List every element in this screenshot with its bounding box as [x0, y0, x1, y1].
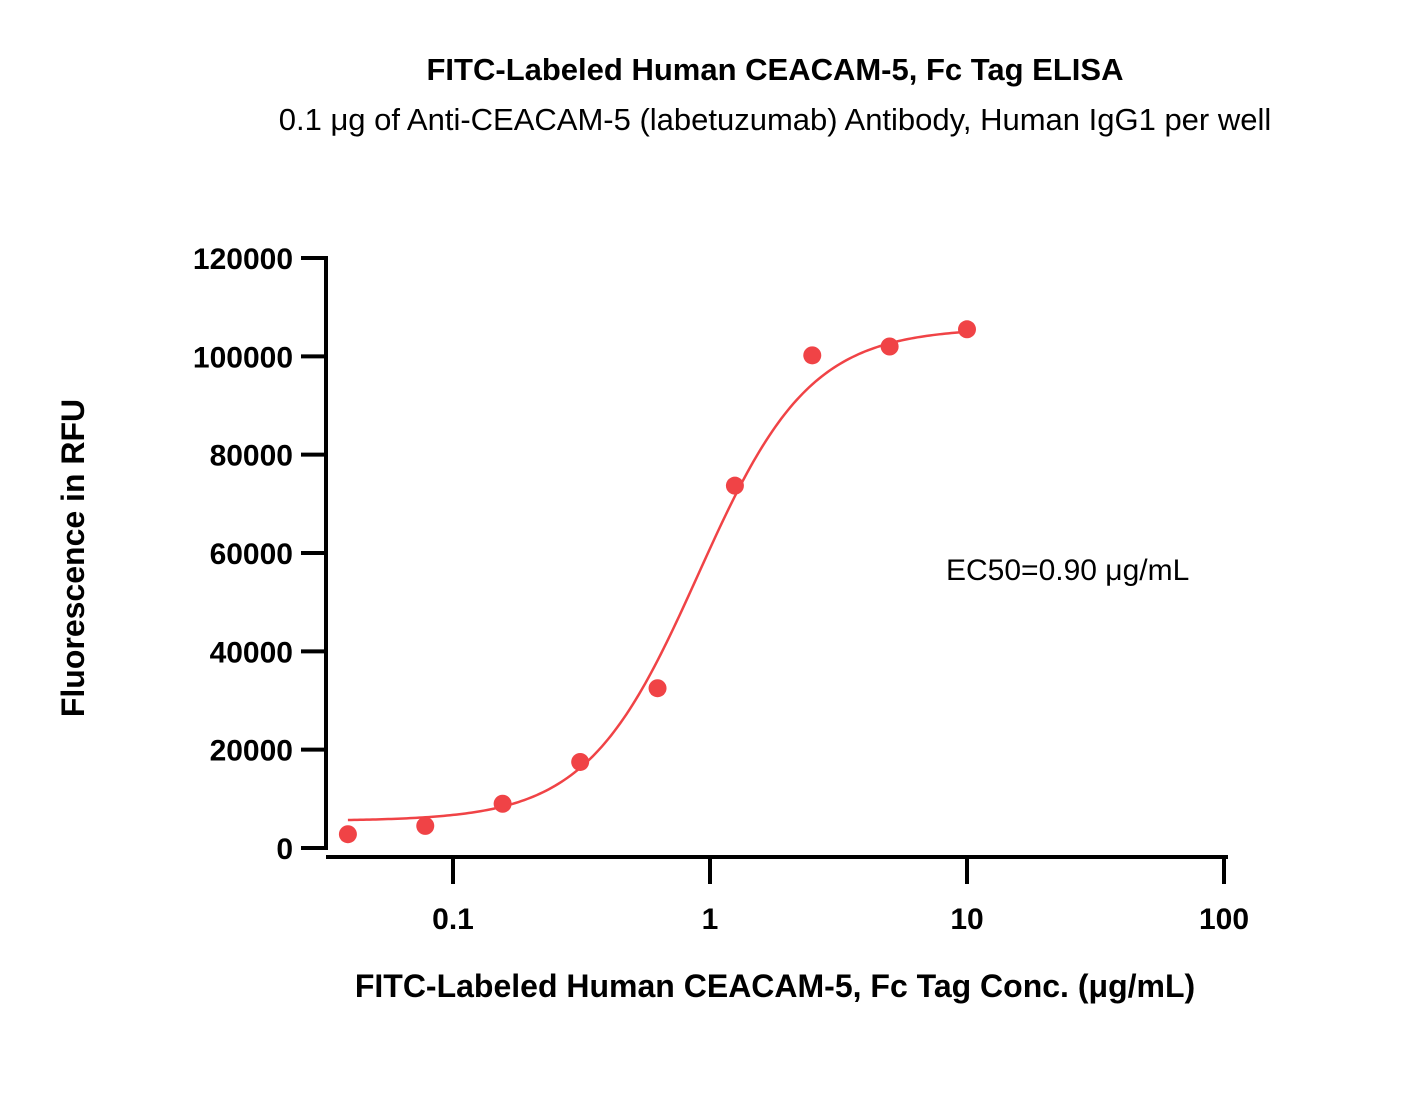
x-axis-label: FITC-Labeled Human CEACAM-5, Fc Tag Conc… — [355, 968, 1195, 1004]
chart-title: FITC-Labeled Human CEACAM-5, Fc Tag ELIS… — [427, 52, 1124, 87]
x-axis: 0.1 1 10 100 — [326, 855, 1249, 936]
data-point — [416, 816, 435, 835]
data-point — [571, 752, 590, 771]
y-tick-label: 0 — [276, 833, 293, 866]
y-tick-label: 120000 — [193, 243, 293, 276]
x-tick-label: 100 — [1199, 903, 1249, 936]
data-point — [493, 794, 512, 813]
data-point — [725, 476, 744, 495]
x-tick-label: 10 — [950, 903, 983, 936]
y-tick-label: 60000 — [210, 538, 293, 571]
data-point — [648, 679, 667, 698]
x-tick-label: 1 — [702, 903, 719, 936]
fit-curve — [347, 330, 968, 822]
x-tick-label: 0.1 — [432, 903, 474, 936]
chart-subtitle: 0.1 μg of Anti-CEACAM-5 (labetuzumab) An… — [279, 102, 1272, 137]
ec50-annotation: EC50=0.90 μg/mL — [946, 554, 1189, 587]
y-axis-label: Fluorescence in RFU — [55, 399, 91, 717]
y-tick-label: 20000 — [210, 735, 293, 768]
data-point — [880, 337, 899, 356]
y-tick-label: 100000 — [193, 341, 293, 374]
y-axis: 0 20000 40000 60000 80000 100000 120000 — [193, 243, 328, 866]
y-tick-label: 40000 — [210, 636, 293, 669]
data-point — [803, 346, 822, 365]
data-points — [338, 320, 976, 844]
data-point — [338, 825, 357, 844]
data-point — [958, 320, 976, 339]
y-tick-label: 80000 — [210, 440, 293, 473]
